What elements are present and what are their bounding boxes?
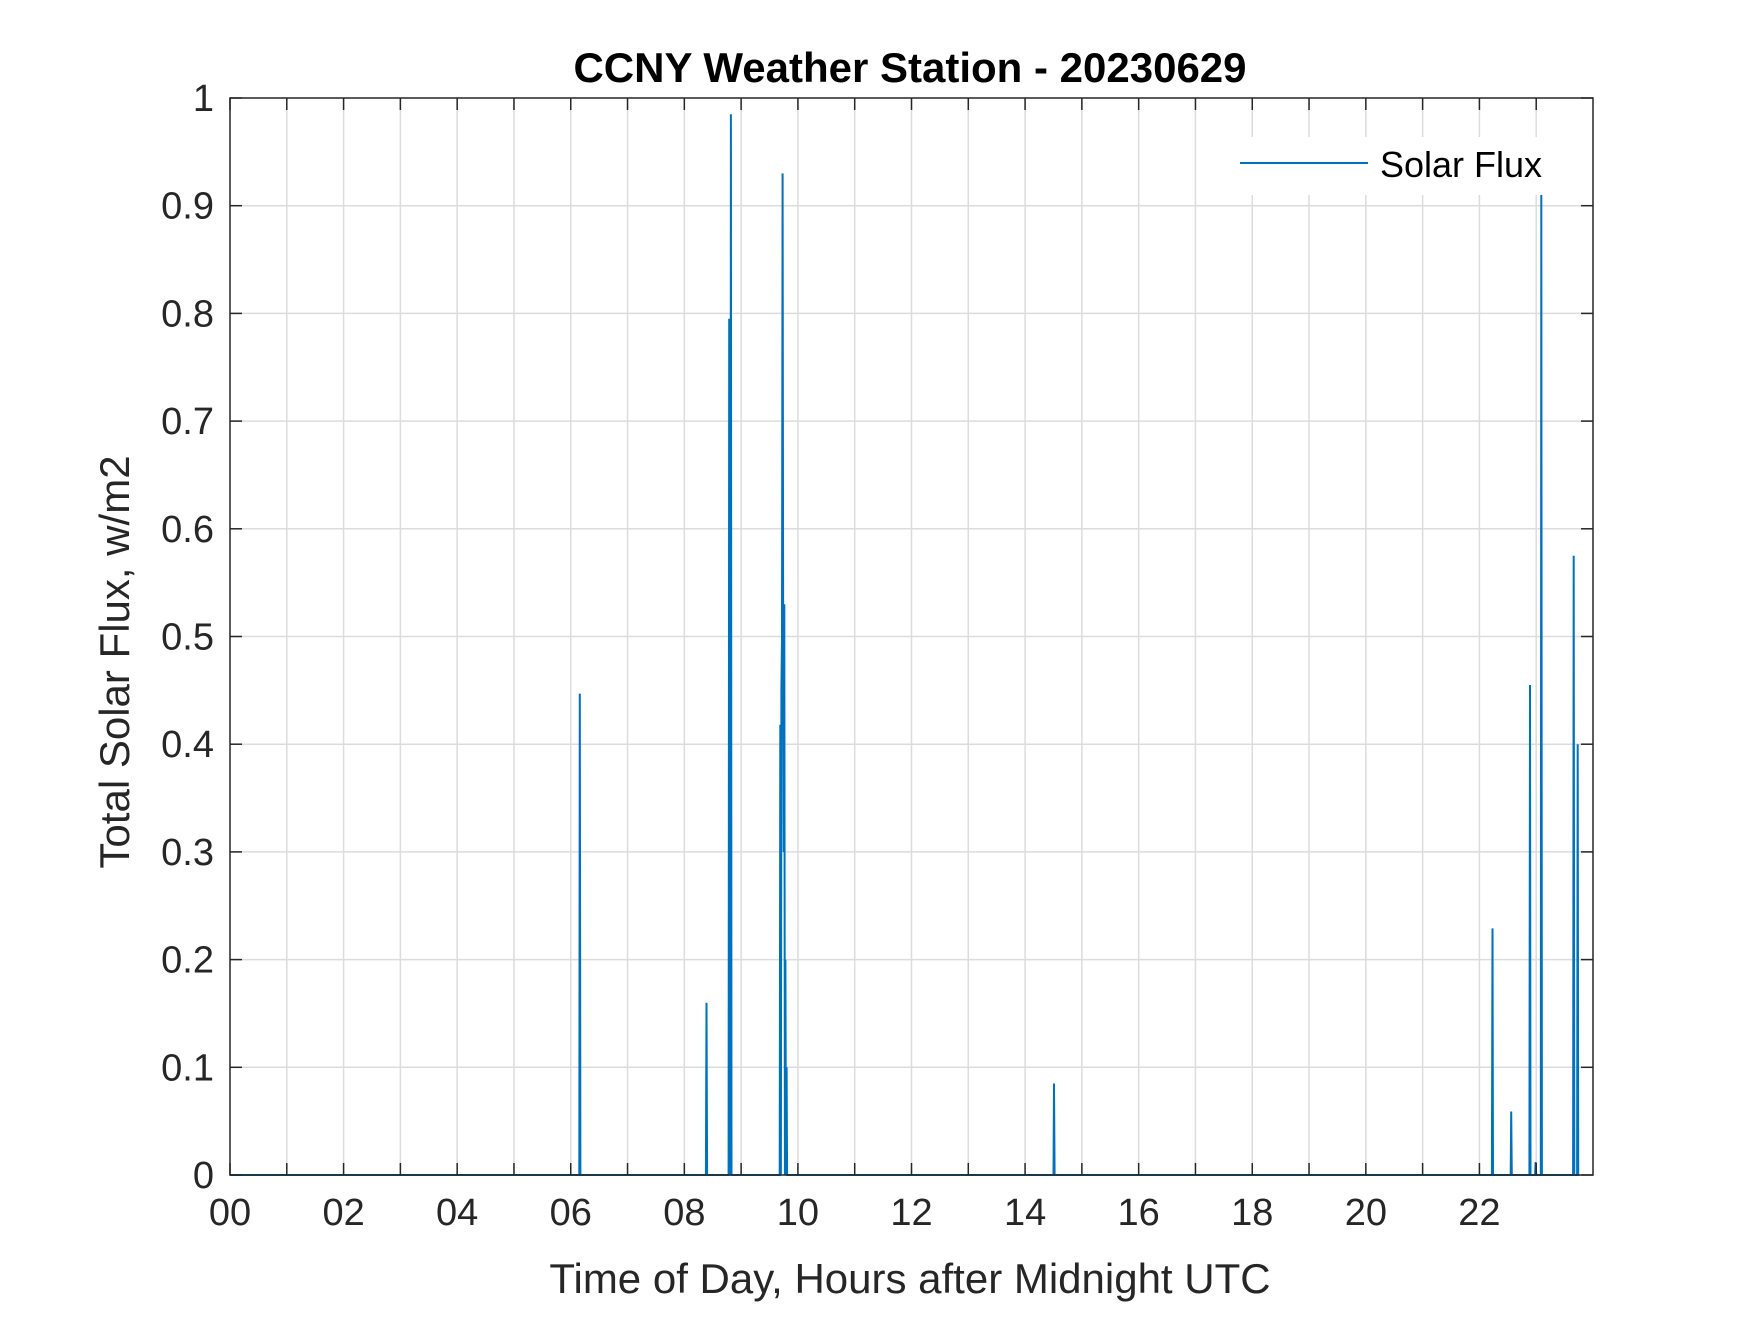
legend-label-solar-flux: Solar Flux (1380, 144, 1542, 185)
y-tick-label: 0.9 (161, 186, 214, 228)
x-tick-label: 12 (890, 1192, 932, 1234)
legend-box (1228, 137, 1570, 195)
y-axis-ticks: 0 0.1 0.2 0.3 0.4 0.5 0.6 0.7 0.8 0.9 1 (161, 78, 1593, 1197)
x-tick-label: 14 (1004, 1192, 1046, 1234)
x-tick-label: 10 (777, 1192, 819, 1234)
x-tick-label: 16 (1118, 1192, 1160, 1234)
x-tick-label: 20 (1345, 1192, 1387, 1234)
y-tick-label: 0.1 (161, 1047, 214, 1089)
x-tick-label: 22 (1458, 1192, 1500, 1234)
x-tick-label: 06 (550, 1192, 592, 1234)
x-tick-label: 18 (1231, 1192, 1273, 1234)
y-tick-label: 1 (193, 78, 214, 120)
y-tick-label: 0.2 (161, 940, 214, 982)
x-tick-label: 00 (209, 1192, 251, 1234)
y-tick-label: 0.5 (161, 617, 214, 659)
x-axis-label: Time of Day, Hours after Midnight UTC (549, 1255, 1270, 1302)
y-tick-label: 0 (193, 1155, 214, 1197)
y-tick-label: 0.7 (161, 401, 214, 443)
y-tick-label: 0.4 (161, 724, 214, 766)
x-tick-label: 02 (322, 1192, 364, 1234)
chart-title: CCNY Weather Station - 20230629 (573, 44, 1246, 91)
y-tick-label: 0.3 (161, 832, 214, 874)
x-axis-ticks: 00 02 04 06 08 10 12 14 16 18 20 22 (209, 98, 1537, 1234)
legend: Solar Flux (1228, 137, 1570, 195)
x-tick-label: 08 (663, 1192, 705, 1234)
y-axis-label: Total Solar Flux, w/m2 (91, 455, 138, 868)
y-tick-label: 0.6 (161, 509, 214, 551)
grid-lines (230, 98, 1593, 1175)
y-tick-label: 0.8 (161, 293, 214, 335)
x-tick-label: 04 (436, 1192, 478, 1234)
